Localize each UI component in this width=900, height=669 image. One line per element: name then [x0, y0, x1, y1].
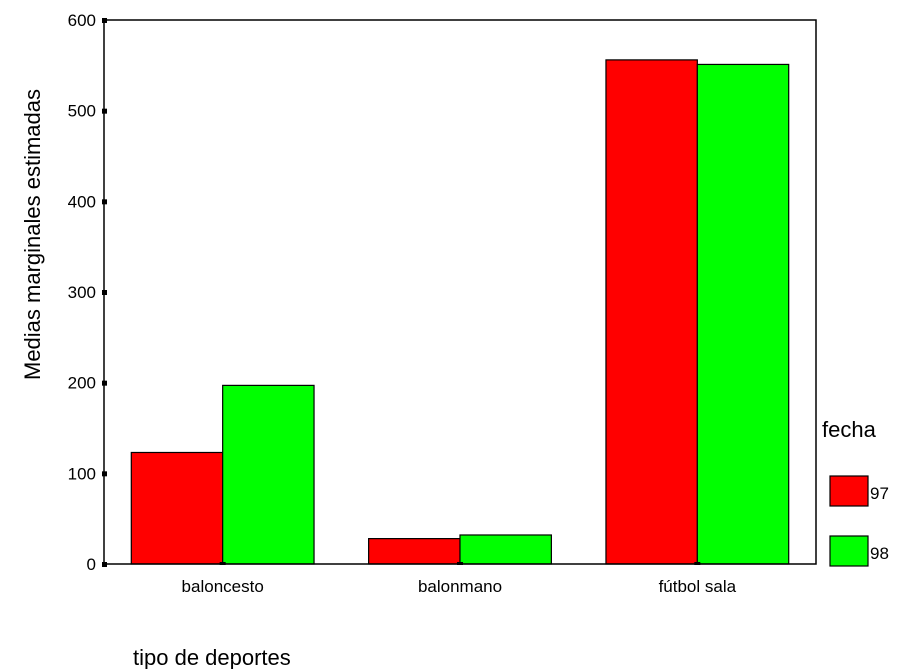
x-tick-mark [219, 562, 226, 565]
y-axis-ticks: 0 100 200 300 400 500 600 [68, 11, 107, 574]
x-category-label: fútbol sala [659, 577, 737, 596]
y-tick-label: 100 [68, 464, 96, 483]
bar-97-1 [368, 538, 461, 565]
bar-97-2 [605, 59, 698, 565]
y-tick-label: 300 [68, 283, 96, 302]
y-tick-label: 400 [68, 192, 96, 211]
y-tick-label: 0 [87, 555, 96, 574]
bar-98-1 [459, 534, 552, 565]
legend-label: 97 [870, 484, 889, 503]
bar-97-0 [130, 451, 224, 565]
x-category-label: baloncesto [182, 577, 264, 596]
x-tick-mark [457, 562, 463, 565]
legend-title: fecha [822, 417, 877, 442]
legend-swatch-98 [829, 535, 869, 567]
x-tick-mark [694, 562, 701, 565]
legend: 97 98 [829, 475, 889, 567]
x-axis-categories: baloncesto balonmano fútbol sala [182, 562, 737, 596]
y-tick-label: 200 [68, 374, 96, 393]
y-axis-title: Medias marginales estimadas [20, 89, 45, 380]
x-category-label: balonmano [418, 577, 502, 596]
legend-label: 98 [870, 544, 889, 563]
x-axis-title: tipo de deportes [133, 645, 291, 669]
bars [130, 59, 790, 565]
bar-98-0 [222, 384, 315, 565]
y-tick-label: 600 [68, 11, 96, 30]
y-tick-label: 500 [68, 102, 96, 121]
bar-98-2 [696, 63, 790, 565]
legend-swatch-97 [829, 475, 869, 507]
